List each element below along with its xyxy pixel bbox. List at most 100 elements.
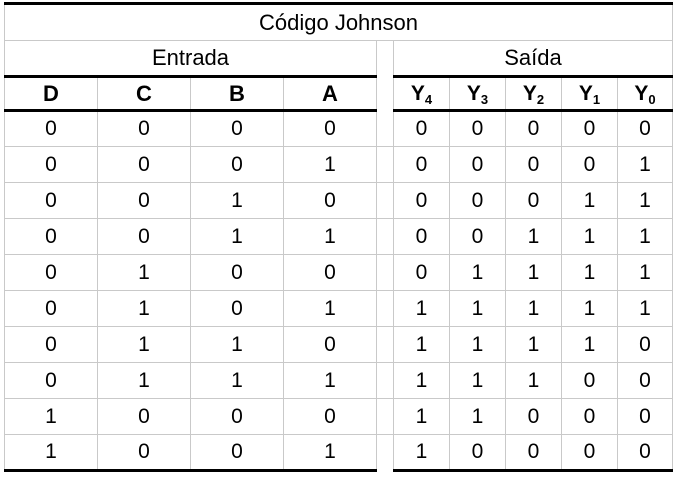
input-bit-cell: 0 [283, 398, 377, 435]
section-spacer [376, 398, 394, 435]
output-bit-cell: 1 [505, 362, 562, 399]
output-bit-cell: 1 [505, 254, 562, 291]
output-bit-cell: 1 [449, 362, 506, 399]
input-bit-cell: 0 [97, 182, 191, 219]
output-bit-cell: 1 [561, 326, 618, 363]
section-spacer [376, 362, 394, 399]
input-bit-cell: 0 [283, 326, 377, 363]
input-bit-cell: 1 [283, 290, 377, 327]
section-spacer [376, 254, 394, 291]
output-bit-cell: 0 [561, 398, 618, 435]
output-bit-cell: 1 [449, 290, 506, 327]
output-bit-cell: 0 [393, 254, 450, 291]
output-bit-cell: 1 [449, 254, 506, 291]
output-bit-cell: 0 [393, 110, 450, 147]
output-bit-cell: 1 [449, 326, 506, 363]
input-bit-cell: 1 [4, 434, 98, 472]
output-bit-cell: 1 [393, 326, 450, 363]
input-bit-cell: 1 [190, 182, 284, 219]
input-bit-cell: 0 [97, 146, 191, 183]
output-bit-cell: 1 [561, 290, 618, 327]
input-bit-cell: 0 [4, 146, 98, 183]
output-bit-cell: 1 [449, 398, 506, 435]
section-spacer [376, 182, 394, 219]
output-bit-cell: 1 [617, 290, 673, 327]
output-bit-cell: 0 [561, 362, 618, 399]
input-bit-cell: 1 [283, 434, 377, 472]
column-header-c: C [97, 76, 191, 112]
input-bit-cell: 0 [190, 254, 284, 291]
output-bit-cell: 0 [617, 434, 673, 472]
input-bit-cell: 0 [190, 434, 284, 472]
input-bit-cell: 0 [97, 110, 191, 147]
output-bit-cell: 1 [617, 182, 673, 219]
output-bit-cell: 1 [561, 218, 618, 255]
output-bit-cell: 1 [393, 398, 450, 435]
column-header-y0: Y0 [617, 76, 673, 112]
input-bit-cell: 0 [190, 290, 284, 327]
output-bit-cell: 0 [449, 146, 506, 183]
column-header-b: B [190, 76, 284, 112]
output-bit-cell: 1 [505, 290, 562, 327]
output-bit-cell: 1 [617, 254, 673, 291]
section-spacer [376, 146, 394, 183]
output-bit-cell: 0 [505, 434, 562, 472]
input-bit-cell: 1 [97, 254, 191, 291]
output-bit-cell: 0 [561, 434, 618, 472]
output-bit-cell: 0 [449, 182, 506, 219]
input-bit-cell: 0 [4, 290, 98, 327]
input-bit-cell: 0 [4, 326, 98, 363]
table-title: Código Johnson [4, 2, 673, 41]
section-spacer [376, 326, 394, 363]
input-bit-cell: 1 [4, 398, 98, 435]
section-spacer [376, 110, 394, 147]
output-bit-cell: 0 [505, 110, 562, 147]
input-bit-cell: 1 [283, 218, 377, 255]
output-bit-cell: 1 [393, 362, 450, 399]
input-bit-cell: 0 [4, 110, 98, 147]
output-bit-cell: 1 [505, 326, 562, 363]
output-bit-cell: 0 [393, 182, 450, 219]
input-bit-cell: 0 [97, 434, 191, 472]
johnson-code-table: Código Johnson Entrada Saída D C B A Y4 … [4, 2, 673, 472]
section-spacer [376, 76, 394, 111]
input-bit-cell: 1 [97, 326, 191, 363]
output-bit-cell: 0 [505, 398, 562, 435]
output-bit-cell: 0 [449, 218, 506, 255]
column-header-y3: Y3 [449, 76, 506, 112]
group-header-input: Entrada [4, 40, 377, 78]
output-bit-cell: 1 [561, 182, 618, 219]
output-bit-cell: 0 [449, 434, 506, 472]
group-header-output: Saída [393, 40, 673, 78]
input-bit-cell: 0 [190, 146, 284, 183]
output-bit-cell: 1 [393, 434, 450, 472]
output-bit-cell: 0 [561, 110, 618, 147]
section-spacer [376, 218, 394, 255]
input-bit-cell: 1 [283, 362, 377, 399]
output-bit-cell: 0 [617, 398, 673, 435]
input-bit-cell: 1 [190, 326, 284, 363]
input-bit-cell: 0 [190, 398, 284, 435]
input-bit-cell: 0 [4, 254, 98, 291]
input-bit-cell: 0 [97, 398, 191, 435]
output-bit-cell: 0 [505, 146, 562, 183]
input-bit-cell: 1 [190, 362, 284, 399]
input-bit-cell: 0 [190, 110, 284, 147]
output-bit-cell: 0 [617, 362, 673, 399]
input-bit-cell: 0 [4, 362, 98, 399]
input-bit-cell: 1 [97, 362, 191, 399]
column-header-y2: Y2 [505, 76, 562, 112]
output-bit-cell: 0 [449, 110, 506, 147]
column-header-y1: Y1 [561, 76, 618, 112]
output-bit-cell: 0 [393, 146, 450, 183]
input-bit-cell: 1 [97, 290, 191, 327]
output-bit-cell: 0 [561, 146, 618, 183]
output-bit-cell: 1 [617, 146, 673, 183]
input-bit-cell: 0 [283, 254, 377, 291]
